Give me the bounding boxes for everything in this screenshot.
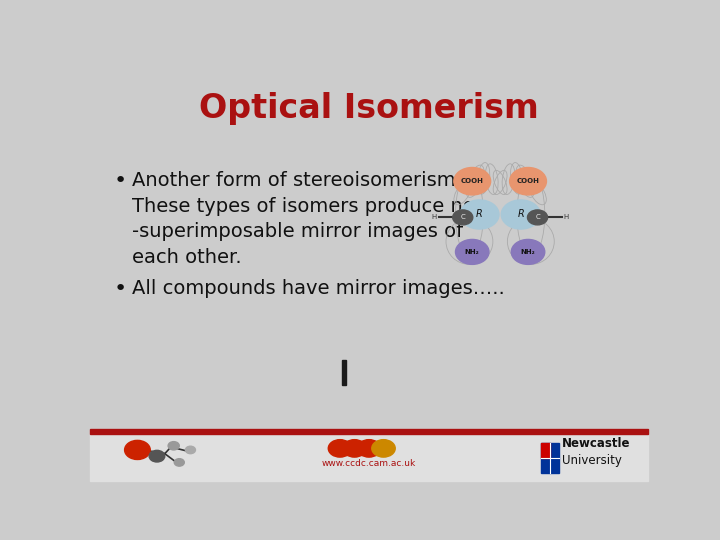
Text: H: H: [432, 213, 437, 220]
Text: •: •: [114, 171, 127, 191]
Text: H: H: [563, 213, 568, 220]
Text: R: R: [476, 210, 483, 219]
Text: C: C: [460, 214, 465, 220]
Text: NH₂: NH₂: [521, 249, 536, 255]
Text: Optical Isomerism: Optical Isomerism: [199, 92, 539, 125]
Circle shape: [343, 440, 366, 457]
Text: •: •: [114, 279, 127, 299]
Circle shape: [149, 450, 165, 462]
Text: C: C: [535, 214, 540, 220]
Circle shape: [510, 167, 546, 195]
Circle shape: [372, 440, 395, 457]
Circle shape: [174, 458, 184, 466]
Bar: [90, 429, 648, 481]
Bar: [90, 429, 648, 434]
Text: Another form of stereoisomerism.
These types of isomers produce non
-superimposa: Another form of stereoisomerism. These t…: [132, 171, 487, 267]
Circle shape: [186, 446, 195, 454]
Text: COOH: COOH: [461, 178, 484, 184]
Circle shape: [357, 440, 381, 457]
Circle shape: [501, 200, 540, 229]
Text: www.ccdc.cam.ac.uk: www.ccdc.cam.ac.uk: [322, 460, 416, 469]
Text: COOH: COOH: [516, 178, 539, 184]
Circle shape: [454, 167, 490, 195]
Text: Newcastle: Newcastle: [562, 437, 630, 450]
Circle shape: [460, 200, 499, 229]
Circle shape: [328, 440, 351, 457]
Text: R: R: [518, 210, 524, 219]
FancyBboxPatch shape: [541, 443, 550, 458]
Bar: [342, 360, 346, 384]
Text: University: University: [562, 454, 621, 467]
Circle shape: [528, 210, 548, 225]
Circle shape: [453, 210, 473, 225]
Circle shape: [125, 441, 150, 460]
Circle shape: [168, 442, 179, 450]
FancyBboxPatch shape: [541, 443, 559, 474]
Text: NH₂: NH₂: [465, 249, 480, 255]
Circle shape: [456, 239, 489, 265]
Circle shape: [511, 239, 545, 265]
Text: All compounds have mirror images…..: All compounds have mirror images…..: [132, 279, 505, 298]
